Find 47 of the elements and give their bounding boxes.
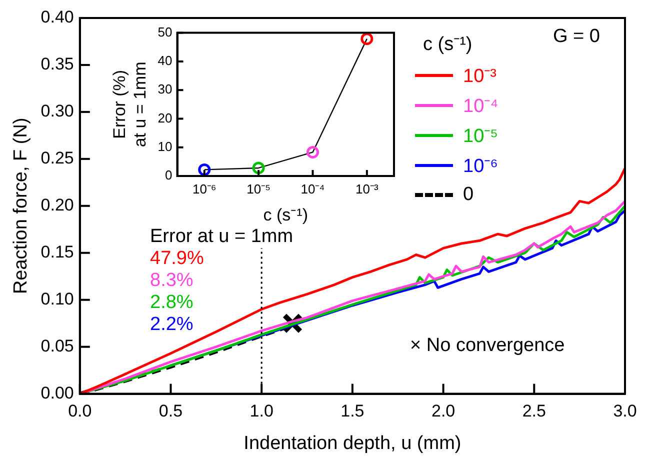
x-tick-label: 10⁻⁴	[300, 181, 325, 196]
annotation: G = 0	[553, 26, 600, 48]
point	[252, 162, 265, 174]
annotation: 2.8%	[150, 292, 194, 314]
y-axis-title: Reaction force, F (N)	[10, 118, 32, 294]
x-tick-label: 2.5	[522, 402, 546, 421]
y-tick-label: 10	[158, 138, 172, 154]
legend-title: c (s⁻¹)	[422, 33, 474, 56]
y-tick-label: 0.10	[40, 290, 74, 309]
y-tick-label: 0.25	[40, 148, 74, 168]
y-tick-label: 0.15	[40, 242, 74, 262]
y-tick-label: 50	[158, 24, 172, 40]
point	[198, 163, 211, 176]
y-tick-label: 0.40	[40, 8, 74, 27]
x-tick-label: 1.0	[250, 402, 274, 421]
legend-label: 10⁻⁶	[463, 155, 498, 178]
x-tick-label: 0.0	[68, 402, 92, 421]
point	[306, 146, 319, 158]
x-tick-label: 0.5	[158, 402, 183, 421]
annotation: Error at u = 1mm	[150, 226, 294, 248]
y-tick-label: 0.20	[40, 196, 74, 215]
y-tick-label: 0.35	[40, 54, 74, 74]
annotation: 8.3%	[150, 270, 194, 292]
annotation: 47.9%	[150, 248, 204, 270]
x-axis-title: Indentation depth, u (mm)	[244, 432, 462, 454]
y-tick-label: 0.30	[40, 102, 74, 121]
y-tick-label: 20	[158, 110, 172, 126]
annotation: 2.2%	[150, 314, 194, 336]
x-tick-label: 3.0	[613, 402, 637, 421]
legend-label: 10⁻⁵	[463, 125, 498, 148]
x-tick-label: 10⁻³	[356, 181, 379, 196]
legend-label: 0	[463, 184, 474, 206]
annotation: × No convergence	[410, 335, 565, 357]
point	[360, 32, 374, 46]
x-tick-label: 2.0	[431, 402, 456, 421]
x-tick-label: 1.5	[340, 402, 364, 421]
x-tick-label: 10⁻⁶	[192, 181, 216, 196]
y-tick-label: 0.00	[40, 383, 74, 402]
x-axis-title: c (s⁻¹)	[263, 205, 308, 224]
x-tick-label: 10⁻⁵	[246, 181, 270, 196]
y-axis-title: Error (%) at u = 1mm	[110, 62, 150, 148]
y-tick-label: 0.05	[40, 336, 74, 356]
y-tick-label: 0	[165, 168, 172, 183]
legend-label: 10⁻³	[463, 65, 496, 88]
legend-label: 10⁻⁴	[463, 95, 498, 118]
y-tick-label: 30	[158, 82, 172, 97]
y-tick-label: 40	[158, 53, 172, 68]
